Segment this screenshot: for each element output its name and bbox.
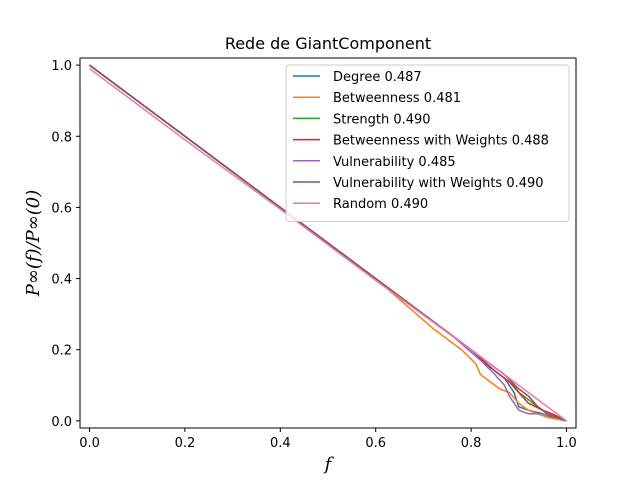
y-tick-label: 0.4 — [51, 273, 72, 288]
y-tick-label: 1.0 — [51, 59, 72, 74]
legend-entry-label: Strength 0.490 — [333, 112, 431, 127]
y-tick-label: 0.8 — [51, 130, 72, 145]
y-axis-label: P∞(f)/P∞(0) — [23, 190, 44, 297]
x-tick-label: 0.6 — [365, 436, 386, 451]
y-tick-label: 0.2 — [51, 344, 72, 359]
x-tick-label: 0.0 — [79, 436, 100, 451]
legend-entry-label: Vulnerability with Weights 0.490 — [333, 176, 544, 191]
y-tick-label: 0.0 — [51, 415, 72, 430]
legend: Degree 0.487 Betweenness 0.481 Strength 0.… — [285, 64, 570, 222]
x-tick-label: 0.2 — [175, 436, 196, 451]
legend-box — [285, 64, 570, 222]
legend-entry-label: Degree 0.487 — [333, 70, 422, 85]
legend-entry-label: Random 0.490 — [333, 197, 428, 212]
plot-frame — [79, 57, 577, 429]
x-tick-label: 0.4 — [270, 436, 291, 451]
legend-entry-label: Betweenness 0.481 — [333, 91, 461, 106]
legend-entry-label: Vulnerability 0.485 — [333, 155, 456, 170]
x-tick-label: 0.8 — [461, 436, 482, 451]
x-tick-label: 1.0 — [556, 436, 577, 451]
x-axis-label: f — [323, 454, 335, 475]
series-line-7 — [89, 68, 567, 422]
y-tick-label: 0.6 — [51, 201, 72, 216]
legend-entry-label: Betweenness with Weights 0.488 — [333, 134, 549, 149]
chart-title: Rede de GiantComponent — [225, 34, 431, 53]
